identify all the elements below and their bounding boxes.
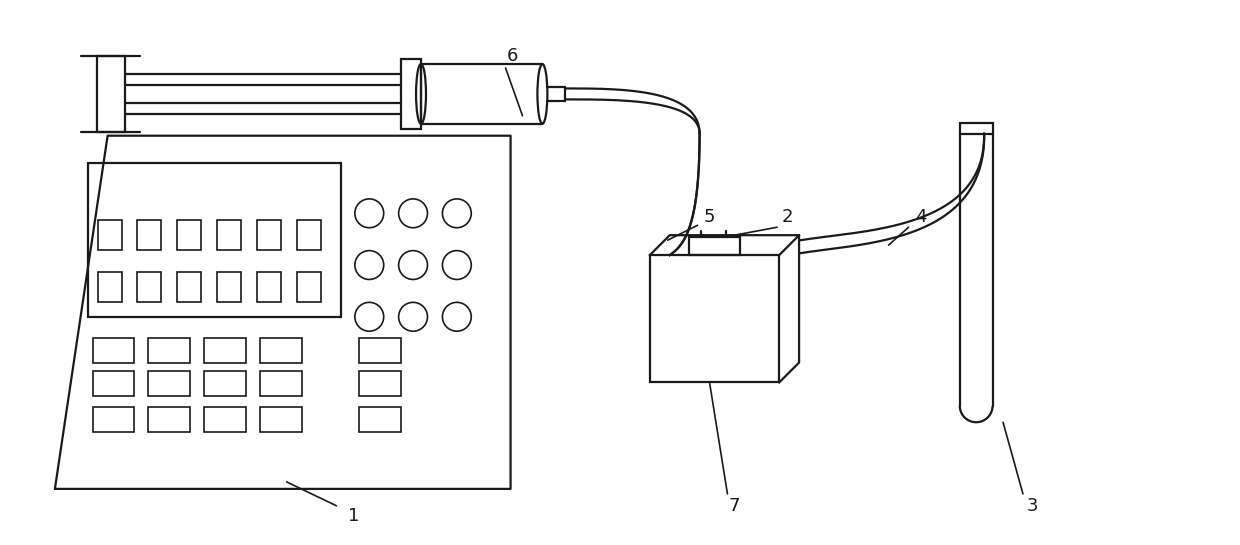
Bar bbox=[360, 372, 401, 396]
Bar bbox=[149, 372, 190, 396]
Bar bbox=[205, 372, 246, 396]
Bar bbox=[688, 237, 740, 255]
Bar bbox=[360, 338, 401, 362]
Bar bbox=[149, 407, 190, 432]
Bar bbox=[401, 59, 422, 129]
Bar bbox=[296, 272, 320, 302]
Bar bbox=[257, 220, 280, 250]
Text: 6: 6 bbox=[507, 47, 518, 65]
Bar bbox=[98, 220, 122, 250]
Bar bbox=[88, 162, 341, 317]
Bar bbox=[260, 407, 301, 432]
Bar bbox=[360, 407, 401, 432]
Bar bbox=[97, 56, 124, 132]
Bar bbox=[217, 272, 241, 302]
Text: 7: 7 bbox=[729, 497, 740, 515]
Ellipse shape bbox=[537, 64, 547, 124]
Bar bbox=[177, 220, 201, 250]
Bar bbox=[260, 338, 301, 362]
Text: 1: 1 bbox=[347, 507, 360, 525]
Text: 2: 2 bbox=[781, 208, 792, 226]
Bar bbox=[149, 338, 190, 362]
Bar bbox=[138, 220, 161, 250]
Bar bbox=[138, 272, 161, 302]
Bar bbox=[93, 372, 134, 396]
Bar bbox=[422, 64, 542, 124]
Bar bbox=[177, 272, 201, 302]
Bar bbox=[217, 220, 241, 250]
Text: 5: 5 bbox=[704, 208, 715, 226]
Bar bbox=[260, 372, 301, 396]
Bar bbox=[257, 272, 280, 302]
Bar bbox=[205, 407, 246, 432]
Bar bbox=[650, 255, 779, 383]
Bar bbox=[960, 123, 992, 134]
Bar bbox=[98, 272, 122, 302]
Bar bbox=[296, 220, 320, 250]
Text: 3: 3 bbox=[1027, 497, 1039, 515]
Bar bbox=[93, 407, 134, 432]
Text: 4: 4 bbox=[915, 208, 926, 226]
Bar bbox=[205, 338, 246, 362]
Bar bbox=[93, 338, 134, 362]
